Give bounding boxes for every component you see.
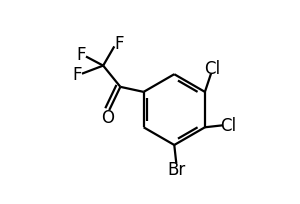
Text: Cl: Cl (204, 59, 220, 77)
Text: Br: Br (167, 161, 185, 178)
Text: F: F (115, 35, 124, 53)
Text: F: F (76, 46, 86, 64)
Text: Cl: Cl (220, 117, 236, 135)
Text: O: O (101, 109, 114, 126)
Text: F: F (72, 65, 82, 83)
